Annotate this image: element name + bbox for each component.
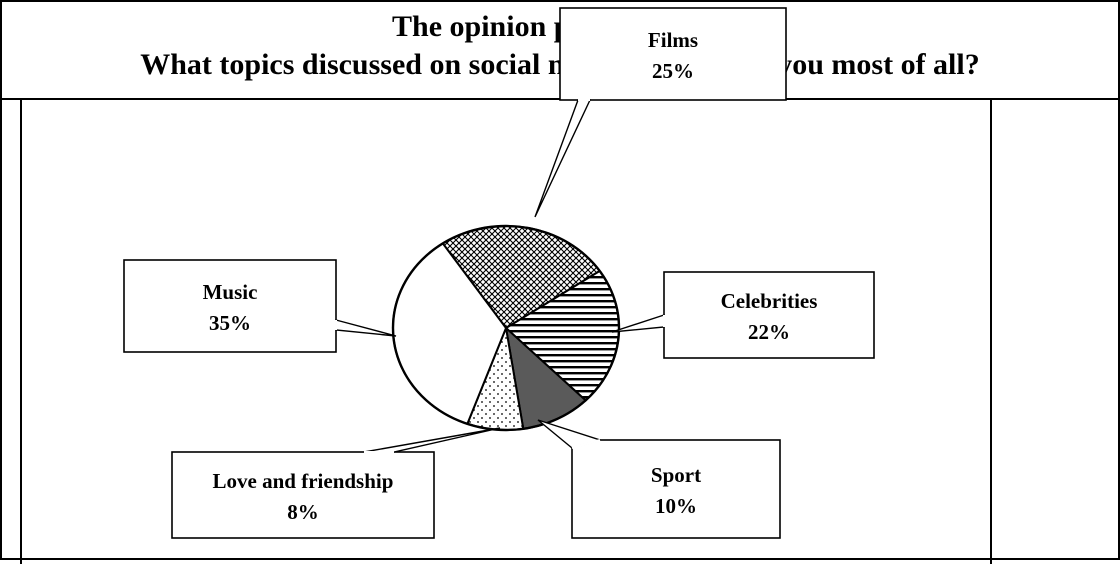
callout-sport: Sport 10% [537,419,781,539]
slice-label-films: Films [648,28,698,52]
slice-value-sport: 10% [655,494,697,518]
callout-box [123,259,337,353]
pointer-join [571,439,601,449]
plot-area [20,100,992,564]
slice-label-sport: Sport [651,463,701,487]
slice-label-love-and-friendship: Love and friendship [213,469,394,493]
callout-box [571,439,781,539]
callout-box [559,7,787,101]
callout-films: Films 25% [534,7,787,218]
slice-label-celebrities: Celebrities [721,289,818,313]
callout-pointer [335,319,397,337]
callout-celebrities: Celebrities 22% [611,271,875,359]
callout-music: Music 35% [123,259,397,353]
callout-pointer [363,427,501,453]
slice-value-films: 25% [652,59,694,83]
slice-label-music: Music [203,280,258,304]
callout-box [171,451,435,539]
slice-value-music: 35% [209,311,251,335]
callout-box [663,271,875,359]
slice-value-celebrities: 22% [748,320,790,344]
callout-pointer [534,99,592,218]
callout-love-and-friendship: Love and friendship 8% [171,427,501,539]
slice-value-love-and-friendship: 8% [287,500,319,524]
pie-outline [391,224,621,432]
